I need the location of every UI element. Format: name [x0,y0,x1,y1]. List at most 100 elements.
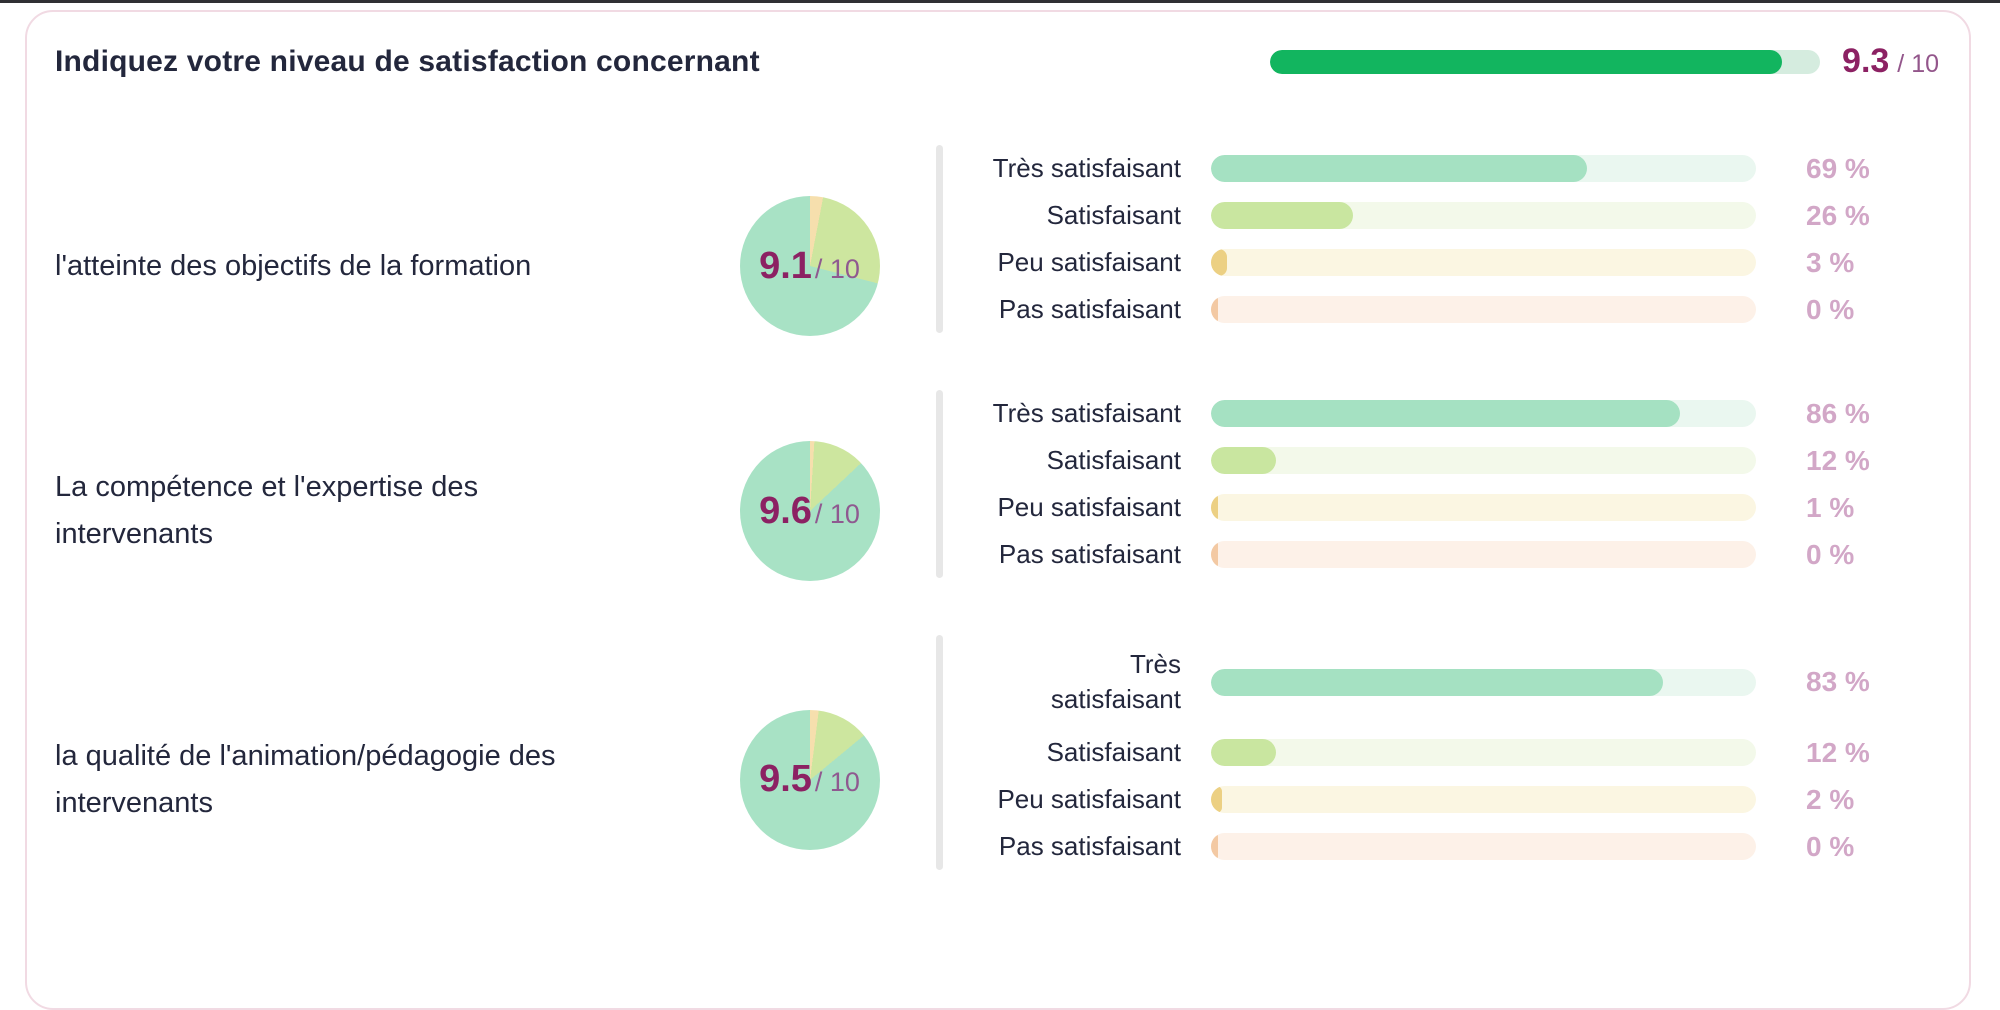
top-edge-strip [0,0,2000,3]
vertical-divider [936,390,943,578]
question-text-column: La compétence et l'expertise des interve… [27,464,687,558]
question-label: la qualité de l'animation/pédagogie des … [55,739,556,819]
question-block: la qualité de l'animation/pédagogie des … [27,635,1969,870]
answer-percentage: 83 % [1806,666,1870,697]
card-header: Indiquez votre niveau de satisfaction co… [27,12,1969,81]
answer-label: Peu satisfaisant [997,491,1181,522]
answer-bar-track [1211,447,1756,474]
pie-score-value: 9.1 [759,244,812,287]
answer-bar-row: Peu satisfaisant 2 % [943,776,1969,823]
answer-percentage: 2 % [1806,783,1855,815]
answer-label: Satisfaisant [1046,199,1181,230]
pie-column: 9.5 / 10 [687,709,932,850]
answer-bar-fill [1211,296,1218,323]
pie-score-max: / 10 [814,498,860,529]
pie-score-max: / 10 [814,253,860,284]
answer-bar-row: Très satisfaisant 86 % [943,390,1969,437]
answer-bar-row: Pas satisfaisant 0 % [943,531,1969,578]
answer-percentage: 0 % [1806,538,1855,570]
answer-label: Peu satisfaisant [997,246,1181,277]
question-label: l'atteinte des objectifs de la formation [55,249,532,282]
answer-label: Très satisfaisant [1050,648,1181,714]
answer-label: Pas satisfaisant [998,293,1181,324]
answer-bar-row: Pas satisfaisant 0 % [943,286,1969,333]
answer-bar-row: Très satisfaisant 83 % [943,635,1969,729]
answer-bar-row: Pas satisfaisant 0 % [943,823,1969,870]
overall-progress-fill [1270,49,1782,74]
answer-bar-track [1211,202,1756,229]
answer-bar-fill [1211,668,1664,696]
answer-percentage: 86 % [1806,397,1870,429]
overall-score: 9.3 / 10 [1842,42,1939,81]
answer-label: Peu satisfaisant [997,783,1181,814]
pie-score: 9.5 / 10 [740,710,880,850]
overall-score-value: 9.3 [1842,42,1890,80]
overall-progress-bar [1270,49,1821,74]
question-label: La compétence et l'expertise des interve… [55,471,479,550]
question-text-column: l'atteinte des objectifs de la formation [27,243,687,290]
answer-percentage: 69 % [1806,152,1870,184]
answer-percentage: 12 % [1806,444,1870,476]
answer-bars: Très satisfaisant 86 % Satisfaisant 12 %… [943,390,1969,578]
answer-bar-fill [1211,494,1218,521]
answer-label: Satisfaisant [1046,444,1181,475]
question-block: l'atteinte des objectifs de la formation… [27,145,1969,336]
answer-percentage: 3 % [1806,246,1855,278]
answer-bar-fill [1211,786,1222,813]
pie-score-max: / 10 [814,767,860,797]
answer-percentage: 0 % [1806,830,1855,862]
pie-column: 9.1 / 10 [687,196,932,336]
pie-score: 9.6 / 10 [740,441,880,581]
answer-bar-track [1211,833,1756,860]
overall-score-max: / 10 [1897,50,1939,78]
question-blocks: l'atteinte des objectifs de la formation… [27,145,1969,870]
answer-bar-track [1211,739,1756,766]
answer-bars: Très satisfaisant 83 % Satisfaisant 12 %… [943,635,1969,870]
vertical-divider [936,635,943,870]
answer-bar-fill [1211,833,1218,860]
answer-label: Pas satisfaisant [998,538,1181,569]
satisfaction-card: Indiquez votre niveau de satisfaction co… [25,10,1971,1010]
answer-bar-fill [1211,447,1277,474]
answer-bar-fill [1211,202,1353,229]
answer-label: Satisfaisant [1046,736,1181,767]
answer-bar-row: Très satisfaisant 69 % [943,145,1969,192]
answer-percentage: 0 % [1806,293,1855,325]
pie-column: 9.6 / 10 [687,441,932,581]
answer-label: Pas satisfaisant [998,830,1181,861]
answer-bar-fill [1211,739,1277,766]
answer-percentage: 1 % [1806,491,1855,523]
pie-score-value: 9.6 [759,489,812,532]
answer-bar-track [1211,155,1756,182]
score-pie-chart: 9.5 / 10 [739,709,880,850]
answer-percentage: 12 % [1806,736,1870,768]
answer-bar-row: Peu satisfaisant 3 % [943,239,1969,286]
answer-label: Très satisfaisant [992,397,1181,428]
answer-bar-track [1211,494,1756,521]
answer-bar-track [1211,249,1756,276]
answer-bar-track [1211,400,1756,427]
pie-score-value: 9.5 [759,758,812,800]
answer-bar-track [1211,668,1756,696]
answer-bar-fill [1211,541,1218,568]
score-pie-chart: 9.1 / 10 [739,196,880,336]
answer-percentage: 26 % [1806,199,1870,231]
vertical-divider [936,145,943,333]
overall-score-area: 9.3 / 10 [1270,42,1939,81]
pie-score: 9.1 / 10 [740,196,880,336]
answer-label: Très satisfaisant [992,152,1181,183]
question-text-column: la qualité de l'animation/pédagogie des … [27,733,687,827]
answer-bars: Très satisfaisant 69 % Satisfaisant 26 %… [943,145,1969,333]
answer-bar-fill [1211,155,1588,182]
question-block: La compétence et l'expertise des interve… [27,390,1969,581]
answer-bar-row: Peu satisfaisant 1 % [943,484,1969,531]
answer-bar-row: Satisfaisant 12 % [943,437,1969,484]
answer-bar-row: Satisfaisant 12 % [943,729,1969,776]
score-pie-chart: 9.6 / 10 [739,441,880,581]
answer-bar-row: Satisfaisant 26 % [943,192,1969,239]
page-title: Indiquez votre niveau de satisfaction co… [55,44,760,78]
answer-bar-track [1211,296,1756,323]
answer-bar-fill [1211,249,1228,276]
answer-bar-fill [1211,400,1680,427]
answer-bar-track [1211,541,1756,568]
